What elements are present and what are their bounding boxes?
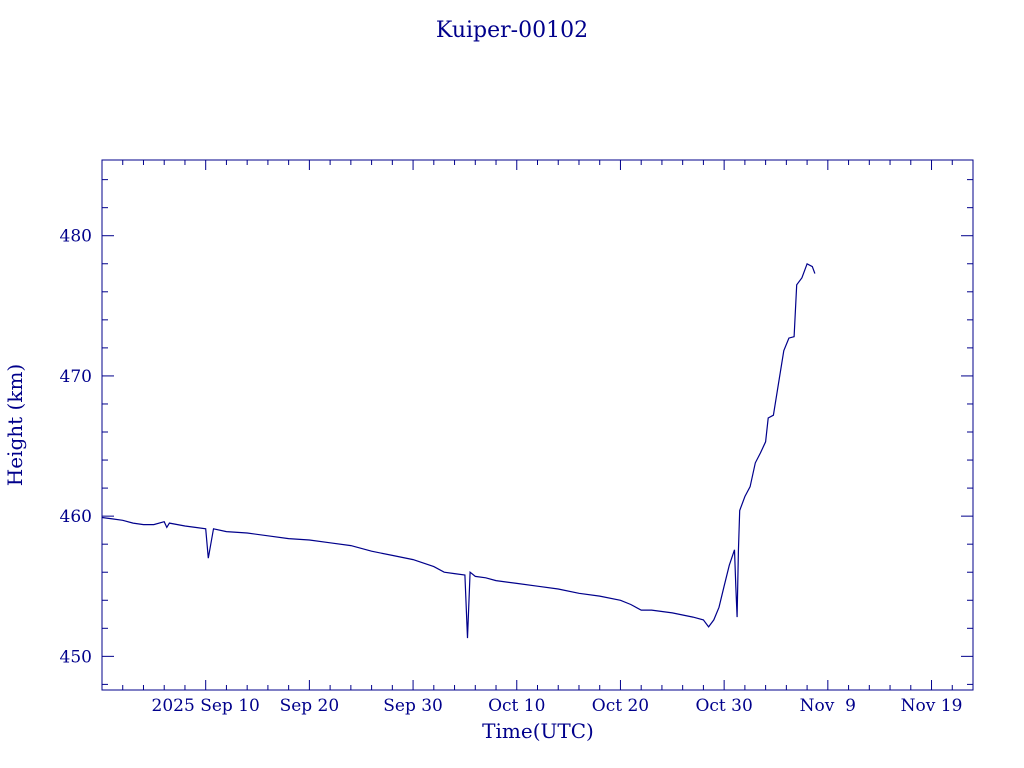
y-tick-label: 470: [60, 367, 92, 387]
plot-frame: [101, 159, 974, 691]
x-tick-label: Oct 30: [695, 696, 752, 716]
x-tick-label: Nov 9: [800, 696, 856, 716]
x-tick-labels: 2025 Sep 10 Sep 20 Sep 30 Oct 10 Oct 20 Oct 3…: [152, 696, 963, 716]
x-axis-label: Time(UTC): [482, 719, 594, 743]
height-series-line: [101, 262, 816, 639]
x-tick-label: Sep 30: [383, 696, 443, 716]
chart-title: Kuiper-00102: [436, 18, 588, 43]
y-axis-label: Height (km): [3, 364, 27, 486]
x-tick-label: Nov 19: [901, 696, 963, 716]
x-tick-label: 2025 Sep 10: [152, 696, 260, 716]
y-tick-label: 480: [60, 227, 92, 247]
x-tick-label: Oct 10: [488, 696, 545, 716]
y-tick-label: 460: [60, 507, 92, 527]
y-tick-label: 450: [60, 647, 92, 667]
axis-ticks: [102, 160, 973, 690]
y-tick-labels: 450 460 470 480: [60, 227, 92, 668]
x-tick-label: Oct 20: [592, 696, 649, 716]
x-tick-label: Sep 20: [280, 696, 340, 716]
